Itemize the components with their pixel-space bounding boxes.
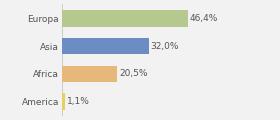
Text: 46,4%: 46,4% <box>190 14 218 23</box>
Bar <box>62 38 149 54</box>
Bar <box>62 66 117 82</box>
Text: 32,0%: 32,0% <box>151 42 179 51</box>
Text: 20,5%: 20,5% <box>120 69 148 78</box>
Bar <box>62 10 188 27</box>
Bar <box>62 93 65 110</box>
Text: 1,1%: 1,1% <box>67 97 90 106</box>
